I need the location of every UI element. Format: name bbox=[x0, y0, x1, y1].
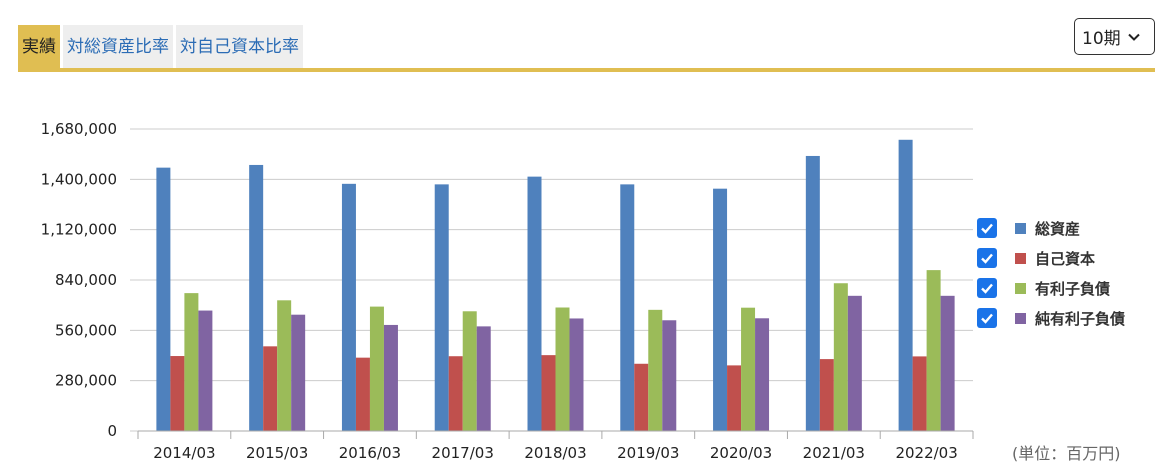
tab-actual[interactable]: 実績 bbox=[18, 25, 60, 69]
legend-label: 総資産 bbox=[1035, 219, 1081, 238]
bar bbox=[156, 167, 171, 431]
x-tick-label: 2016/03 bbox=[339, 444, 401, 462]
unit-label: (単位：百万円) bbox=[1012, 444, 1121, 463]
x-tick-label: 2015/03 bbox=[246, 444, 308, 462]
bar bbox=[555, 307, 570, 431]
bar bbox=[662, 320, 677, 431]
legend-swatch bbox=[1015, 222, 1026, 234]
tab-ratio-equity[interactable]: 対自己資本比率 bbox=[176, 25, 303, 69]
bar bbox=[249, 164, 264, 431]
bars bbox=[156, 139, 955, 432]
period-select-value: 10期 bbox=[1082, 29, 1121, 49]
bar bbox=[369, 306, 384, 431]
bar bbox=[912, 356, 927, 431]
x-tick-label: 2022/03 bbox=[895, 444, 957, 462]
x-axis: 2014/03 2015/03 2016/03 2017/03 2018/03 2019/… bbox=[137, 430, 974, 462]
y-tick-label: 560,000 bbox=[55, 321, 117, 339]
x-tick-label: 2018/03 bbox=[524, 444, 586, 462]
checkbox-checked-icon[interactable] bbox=[977, 278, 997, 298]
bar bbox=[741, 307, 756, 431]
y-tick-label: 1,120,000 bbox=[41, 221, 117, 239]
bar bbox=[462, 311, 477, 431]
legend-swatch bbox=[1015, 312, 1026, 324]
y-axis-labels: 0 280,000 560,000 840,000 1,120,000 1,400,000… bbox=[41, 120, 117, 440]
legend-item-interest-bearing-debt[interactable]: 有利子負債 bbox=[977, 277, 1110, 299]
bar bbox=[198, 310, 213, 431]
bar bbox=[648, 309, 663, 431]
y-tick-label: 1,400,000 bbox=[41, 170, 117, 188]
legend-label: 純有利子負債 bbox=[1035, 309, 1126, 328]
bar bbox=[434, 184, 449, 431]
bar bbox=[527, 176, 542, 431]
legend-swatch bbox=[1015, 252, 1026, 264]
bar bbox=[833, 283, 848, 431]
bar bbox=[847, 295, 862, 431]
bar bbox=[263, 346, 278, 431]
bar bbox=[805, 155, 820, 431]
chevron-down-icon bbox=[1127, 33, 1140, 41]
legend-label: 自己資本 bbox=[1035, 249, 1096, 268]
checkbox-checked-icon[interactable] bbox=[977, 218, 997, 238]
tab-ratio-total-assets[interactable]: 対総資産比率 bbox=[63, 25, 173, 69]
y-tick-label: 280,000 bbox=[55, 372, 117, 390]
bar bbox=[569, 318, 584, 431]
bar bbox=[448, 356, 463, 431]
bar bbox=[926, 270, 941, 431]
bar bbox=[476, 326, 491, 431]
legend-item-total-assets[interactable]: 総資産 bbox=[977, 217, 1080, 239]
bar bbox=[184, 293, 199, 431]
x-tick-label: 2021/03 bbox=[803, 444, 865, 462]
bar bbox=[291, 314, 306, 431]
bar bbox=[727, 365, 742, 431]
bar bbox=[940, 295, 955, 431]
y-tick-label: 1,680,000 bbox=[41, 120, 117, 138]
tab-underline bbox=[18, 68, 1155, 72]
bar bbox=[277, 300, 292, 431]
bar bbox=[898, 139, 913, 432]
checkbox-checked-icon[interactable] bbox=[977, 308, 997, 328]
checkbox-checked-icon[interactable] bbox=[977, 248, 997, 268]
tab-bar: 実績 対総資産比率 対自己資本比率 bbox=[18, 25, 303, 69]
bar bbox=[170, 356, 185, 431]
bar bbox=[541, 355, 556, 431]
bar bbox=[819, 359, 834, 431]
bar bbox=[341, 183, 356, 431]
x-tick-label: 2017/03 bbox=[432, 444, 494, 462]
legend-label: 有利子負債 bbox=[1035, 279, 1111, 298]
bar bbox=[634, 363, 649, 431]
bar bbox=[713, 188, 728, 431]
bar bbox=[383, 324, 398, 431]
y-tick-label: 0 bbox=[107, 422, 117, 440]
legend-item-equity[interactable]: 自己資本 bbox=[977, 247, 1095, 269]
bar bbox=[755, 318, 770, 431]
x-tick-label: 2019/03 bbox=[617, 444, 679, 462]
bar bbox=[355, 357, 370, 431]
legend-swatch bbox=[1015, 282, 1026, 294]
x-tick-label: 2020/03 bbox=[710, 444, 772, 462]
y-tick-label: 840,000 bbox=[55, 271, 117, 289]
legend-item-net-interest-bearing-debt[interactable]: 純有利子負債 bbox=[977, 307, 1125, 329]
period-select[interactable]: 10期 bbox=[1074, 18, 1155, 55]
x-tick-label: 2014/03 bbox=[153, 444, 215, 462]
bar bbox=[620, 184, 635, 431]
